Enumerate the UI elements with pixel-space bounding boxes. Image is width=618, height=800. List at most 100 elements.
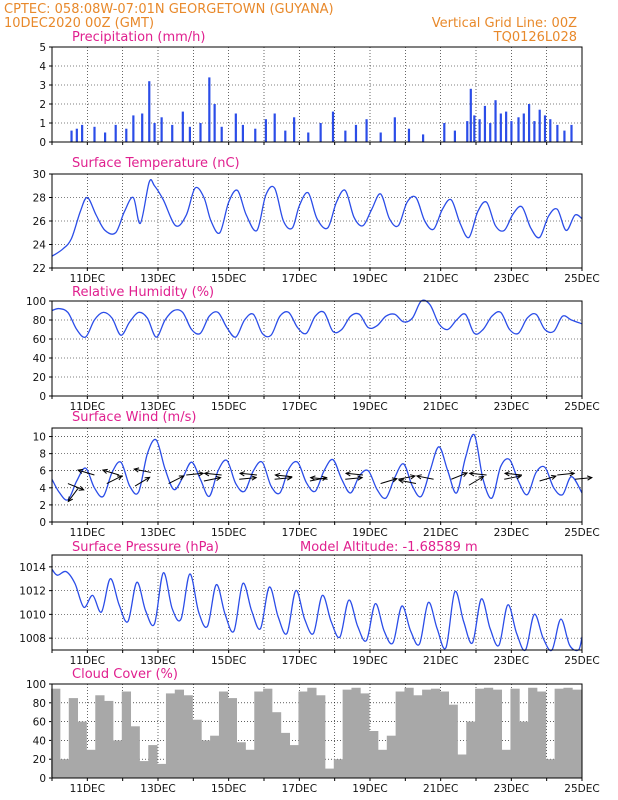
cloud-xtick-label: 25DEC [564, 783, 599, 795]
cloud-bar [112, 740, 123, 778]
cloud-frame [51, 683, 583, 779]
humidity-xtick-label: 13DEC [140, 401, 175, 413]
precip-bar [393, 117, 396, 142]
cloud-bar [165, 693, 176, 778]
cloud-title: Cloud Cover (%) [72, 667, 178, 682]
precip-bar [70, 130, 73, 142]
humidity-xtick-label: 11DEC [70, 401, 105, 413]
wind-arrow-head [415, 474, 422, 480]
wind-ytick-label: 6 [39, 466, 46, 478]
precip-ytick-label: 1 [39, 118, 46, 130]
precip-bar [517, 117, 520, 142]
wind-arrow [380, 478, 398, 485]
pressure-xtick-label: 25DEC [564, 655, 599, 667]
cloud-bar [307, 687, 317, 778]
cloud-bar [377, 749, 388, 778]
humidity-ytick-label: 60 [33, 334, 46, 346]
humidity-ytick-label: 0 [39, 391, 46, 403]
wind-xtick-label: 19DEC [352, 527, 387, 539]
precip-bar [510, 121, 513, 142]
cloud-bar [68, 698, 79, 778]
wind-arrow-head [321, 475, 328, 482]
precip-bar [478, 119, 481, 142]
cloud-bar [404, 687, 414, 778]
precip-bar [199, 123, 202, 142]
wind-arrow-head [357, 475, 364, 481]
precip-bar [407, 128, 411, 142]
cloud-bar [510, 688, 520, 778]
precip-title: Precipitation (mm/h) [72, 30, 205, 45]
cloud-bar [298, 691, 308, 778]
cloud-bar [492, 689, 503, 778]
temp-panel: 22 24 26 28 30 11DEC 13DEC 15DEC 17DEC 19DEC 21DEC… [33, 169, 600, 285]
wind-arrow [504, 472, 522, 476]
cloud-bar [422, 689, 432, 778]
cloud-bar [316, 695, 326, 778]
header-code: TQ0126L028 [493, 30, 577, 45]
wind-arrow [239, 472, 257, 476]
wind-ytick-label: 8 [39, 449, 46, 461]
humidity-title: Relative Humidity (%) [72, 285, 214, 300]
wind-arrow-head [515, 474, 523, 480]
wind-arrow [134, 468, 152, 473]
humidity-line [51, 299, 583, 339]
temp-xtick-label: 21DEC [423, 273, 458, 285]
wind-arrow-head [569, 471, 576, 477]
pressure-xtick-label: 23DEC [494, 655, 529, 667]
cloud-bar [157, 763, 167, 778]
precip-ytick-label: 5 [39, 42, 46, 54]
cloud-bar [519, 721, 529, 778]
cloud-xtick-label: 19DEC [352, 783, 387, 795]
cloud-bar [210, 735, 220, 778]
wind-arrow-head [178, 475, 185, 481]
wind-arrow [102, 469, 120, 476]
precip-bar [153, 123, 156, 142]
precip-bar [307, 132, 310, 142]
humidity-frame [51, 300, 583, 397]
cloud-bar [351, 687, 361, 778]
wind-arrow [574, 477, 592, 480]
wind-arrow-head [503, 471, 510, 477]
wind-arrow-head [550, 474, 557, 480]
cloud-bar [466, 721, 476, 778]
pressure-annotation: Model Altitude: -1.68589 m [300, 540, 478, 555]
wind-arrow [168, 475, 185, 484]
precip-bar [563, 130, 566, 142]
cloud-bar [183, 695, 193, 778]
wind-arrow-head [101, 468, 108, 474]
pressure-xtick-label: 11DEC [70, 655, 105, 667]
header-grid-note: Vertical Grid Line: 00Z [432, 16, 577, 31]
humidity-ytick-label: 100 [26, 296, 46, 308]
wind-arrow-head [116, 475, 124, 481]
cloud-xtick-label: 15DEC [211, 783, 246, 795]
precip-bar [125, 128, 128, 142]
cloud-bar [201, 740, 211, 778]
cloud-bar [572, 689, 582, 778]
wind-arrow [134, 476, 150, 487]
cloud-xtick-label: 13DEC [140, 783, 175, 795]
precip-bar [570, 124, 573, 142]
humidity-xtick-label: 15DEC [211, 401, 246, 413]
precip-bar [104, 132, 107, 142]
wind-arrow-head [274, 472, 281, 479]
precip-frame [51, 46, 583, 143]
temp-line [51, 179, 583, 257]
precip-bar [494, 100, 497, 142]
precip-bar [213, 104, 216, 142]
wind-arrow [398, 475, 416, 480]
precip-bar [505, 111, 508, 142]
temp-ytick-label: 28 [33, 193, 46, 205]
precip-bar [543, 115, 547, 142]
cloud-bar [174, 689, 185, 778]
precip-bar [466, 121, 469, 142]
wind-ytick-label: 2 [39, 500, 46, 512]
cloud-ytick-label: 100 [26, 679, 46, 691]
pressure-xtick-label: 21DEC [423, 655, 458, 667]
cloud-xtick-label: 17DEC [282, 783, 317, 795]
wind-line [51, 433, 583, 501]
cloud-panel: 0 20 40 60 80 100 11DEC 13DEC 15DEC 17DEC 19DEC 21D… [26, 679, 600, 795]
temp-xtick-label: 13DEC [140, 273, 175, 285]
precip-bar [114, 124, 117, 142]
wind-arrow-head [215, 475, 222, 482]
cloud-bar [430, 688, 441, 778]
